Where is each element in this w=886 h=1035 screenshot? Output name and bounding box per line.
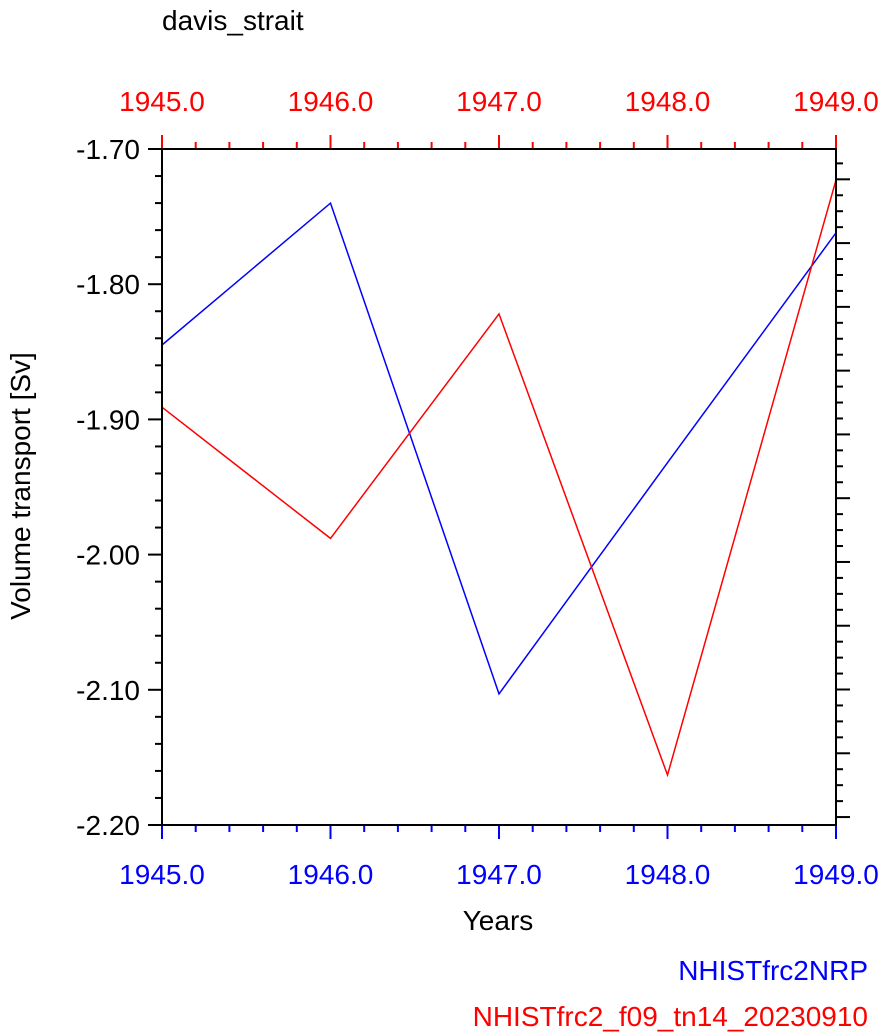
axis-labels: 1945.0 1945.0 1946.0 1946.0 1947.0 1947.0 1948… xyxy=(76,86,879,890)
plot-frame xyxy=(161,148,837,826)
series-lines xyxy=(161,179,837,778)
x-top-tick-label: 1946.0 xyxy=(288,86,374,117)
chart-title: davis_strait xyxy=(162,5,304,36)
x-axis-label: Years xyxy=(463,905,534,936)
y-tick-label: -1.90 xyxy=(76,404,140,435)
x-top-tick-label: 1949.0 xyxy=(793,86,879,117)
y-tick-label: -2.20 xyxy=(76,810,140,841)
x-top-tick-label: 1948.0 xyxy=(625,86,711,117)
x-bottom-tick-label: 1946.0 xyxy=(288,859,374,890)
legend-entry-series-1: NHISTfrc2NRP xyxy=(678,955,868,986)
y-tick-label: -1.80 xyxy=(76,269,140,300)
y-tick-label: -2.00 xyxy=(76,540,140,571)
x-bottom-tick-label: 1948.0 xyxy=(625,859,711,890)
x-bottom-tick-label: 1947.0 xyxy=(456,859,542,890)
x-top-tick-label: 1947.0 xyxy=(456,86,542,117)
series-line-2 xyxy=(161,179,837,778)
x-bottom-tick-label: 1949.0 xyxy=(793,859,879,890)
y-tick-label: -1.70 xyxy=(76,134,140,165)
axis-ticks xyxy=(148,135,850,839)
x-top-tick-label: 1945.0 xyxy=(119,86,205,117)
legend-entry-series-2: NHISTfrc2_f09_tn14_20230910 xyxy=(473,1001,868,1032)
series-line-1 xyxy=(161,201,837,696)
x-bottom-tick-label: 1945.0 xyxy=(119,859,205,890)
y-tick-label: -2.10 xyxy=(76,675,140,706)
y-axis-label: Volume transport [Sv] xyxy=(5,352,36,620)
